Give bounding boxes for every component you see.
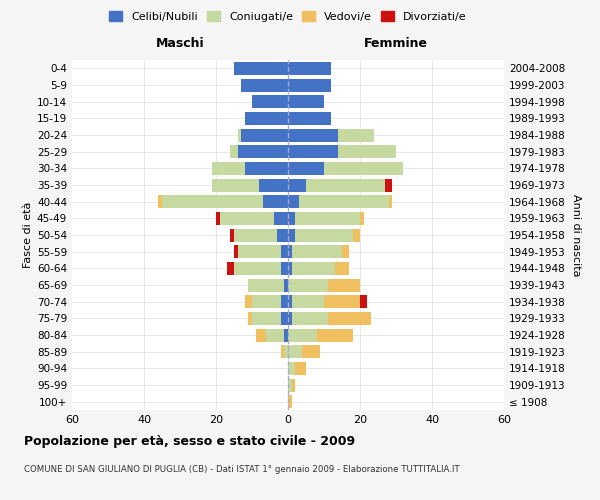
Bar (281, 295, 288, 308)
Bar (288, 212, 295, 225)
Bar (328, 312, 371, 325)
Bar (252, 295, 281, 308)
Bar (245, 162, 288, 175)
Bar (281, 345, 284, 358)
Bar (252, 95, 288, 108)
Bar (288, 162, 324, 175)
Legend: Celibi/Nubili, Coniugati/e, Vedovi/e, Divorziati/e: Celibi/Nubili, Coniugati/e, Vedovi/e, Di… (106, 8, 470, 25)
Bar (342, 245, 349, 258)
Bar (295, 228, 353, 241)
Bar (288, 178, 306, 192)
Bar (295, 212, 360, 225)
Bar (212, 162, 245, 175)
Bar (230, 145, 238, 158)
Bar (389, 195, 392, 208)
Bar (328, 278, 360, 291)
Bar (248, 278, 284, 291)
Bar (288, 245, 292, 258)
Bar (288, 95, 324, 108)
Bar (288, 78, 331, 92)
Bar (288, 395, 292, 408)
Bar (248, 312, 252, 325)
Bar (288, 345, 302, 358)
Bar (288, 262, 292, 275)
Bar (353, 228, 360, 241)
Bar (281, 245, 288, 258)
Bar (284, 278, 288, 291)
Bar (241, 78, 288, 92)
Bar (284, 345, 288, 358)
Bar (234, 262, 281, 275)
Bar (317, 328, 353, 342)
Bar (288, 112, 331, 125)
Bar (245, 295, 252, 308)
Bar (292, 378, 295, 392)
Bar (338, 145, 396, 158)
Bar (288, 145, 338, 158)
Bar (288, 128, 338, 141)
Bar (288, 362, 295, 375)
Bar (385, 178, 392, 192)
Bar (288, 312, 292, 325)
Bar (266, 328, 284, 342)
Bar (338, 128, 374, 141)
Bar (234, 245, 238, 258)
Bar (263, 195, 288, 208)
Bar (292, 312, 328, 325)
Bar (220, 212, 274, 225)
Bar (230, 228, 234, 241)
Bar (212, 178, 259, 192)
Bar (256, 328, 266, 342)
Bar (288, 228, 295, 241)
Bar (292, 245, 342, 258)
Bar (234, 62, 288, 75)
Bar (295, 362, 306, 375)
Bar (299, 195, 389, 208)
Bar (277, 228, 288, 241)
Bar (288, 195, 299, 208)
Text: COMUNE DI SAN GIULIANO DI PUGLIA (CB) - Dati ISTAT 1° gennaio 2009 - Elaborazion: COMUNE DI SAN GIULIANO DI PUGLIA (CB) - … (24, 465, 460, 474)
Y-axis label: Fasce di età: Fasce di età (23, 202, 33, 268)
Bar (288, 278, 328, 291)
Bar (324, 162, 403, 175)
Bar (259, 178, 288, 192)
Bar (288, 328, 317, 342)
Bar (324, 295, 360, 308)
Bar (158, 195, 162, 208)
Bar (162, 195, 263, 208)
Bar (241, 128, 288, 141)
Bar (281, 262, 288, 275)
Bar (288, 295, 292, 308)
Bar (292, 262, 335, 275)
Bar (238, 128, 241, 141)
Bar (274, 212, 288, 225)
Bar (292, 295, 324, 308)
Bar (335, 262, 349, 275)
Bar (288, 378, 292, 392)
Bar (302, 345, 320, 358)
Text: Popolazione per età, sesso e stato civile - 2009: Popolazione per età, sesso e stato civil… (24, 435, 355, 448)
Bar (281, 312, 288, 325)
Bar (360, 295, 367, 308)
Bar (234, 228, 277, 241)
Bar (306, 178, 385, 192)
Bar (288, 62, 331, 75)
Text: Femmine: Femmine (364, 37, 428, 50)
Bar (238, 245, 281, 258)
Bar (216, 212, 220, 225)
Bar (284, 328, 288, 342)
Text: Maschi: Maschi (155, 37, 205, 50)
Bar (252, 312, 281, 325)
Bar (360, 212, 364, 225)
Bar (245, 112, 288, 125)
Bar (227, 262, 234, 275)
Y-axis label: Anni di nascita: Anni di nascita (571, 194, 581, 276)
Bar (238, 145, 288, 158)
